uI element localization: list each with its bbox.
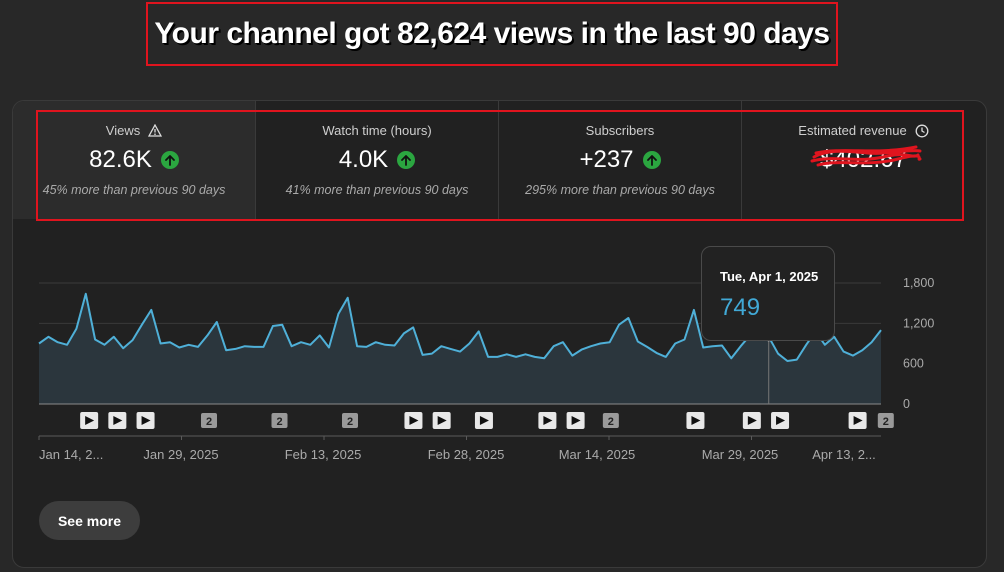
play-icon — [747, 416, 757, 425]
play-icon — [85, 416, 95, 425]
metrics-row: Views 82.6K 45% more than previous 90 da… — [13, 101, 986, 219]
redaction-scribble — [810, 145, 922, 167]
metric-label: Watch time (hours) — [322, 123, 432, 138]
x-tick-label: Feb 13, 2025 — [285, 447, 362, 462]
arrow-up-icon — [642, 151, 661, 169]
metric-label: Estimated revenue — [798, 123, 907, 138]
play-icon — [141, 416, 151, 425]
metric-label: Subscribers — [585, 123, 655, 138]
y-tick-label: 0 — [903, 397, 910, 411]
metric-views[interactable]: Views 82.6K 45% more than previous 90 da… — [13, 101, 256, 219]
metric-value: 82.6K — [89, 146, 152, 173]
chart-tooltip: Tue, Apr 1, 2025 749 — [701, 246, 835, 341]
analytics-card: Views 82.6K 45% more than previous 90 da… — [12, 100, 987, 568]
x-tick-label: Feb 28, 2025 — [428, 447, 505, 462]
group-marker-count: 2 — [883, 416, 889, 428]
arrow-up-icon — [160, 151, 179, 169]
metric-comparison: 41% more than previous 90 days — [285, 183, 469, 197]
clock-icon — [915, 124, 929, 137]
play-icon — [113, 416, 123, 425]
play-icon — [437, 416, 447, 425]
play-icon — [479, 416, 489, 425]
tooltip-value: 749 — [720, 294, 761, 321]
see-more-button[interactable]: See more — [39, 501, 140, 540]
area-fill — [39, 293, 881, 404]
series-line — [38, 292, 882, 362]
group-marker — [271, 413, 288, 428]
x-tick-label: Apr 13, 2... — [812, 447, 876, 462]
y-tick-label: 1,200 — [903, 316, 934, 330]
play-icon — [571, 416, 581, 425]
group-marker — [602, 413, 619, 428]
metric-value: +237 — [579, 146, 634, 173]
metric-comparison: 45% more than previous 90 days — [42, 183, 226, 197]
headline-highlight: Your channel got 82,624 views in the las… — [146, 2, 838, 66]
metric-label: Views — [105, 123, 141, 138]
metric-comparison: 295% more than previous 90 days — [525, 183, 715, 197]
tooltip-date: Tue, Apr 1, 2025 — [720, 269, 819, 284]
warning-icon — [148, 124, 163, 137]
group-marker — [342, 413, 358, 428]
y-tick-label: 1,800 — [903, 276, 934, 290]
play-icon — [691, 416, 701, 425]
arrow-up-icon — [397, 151, 416, 169]
group-marker — [877, 413, 894, 428]
page-title: Your channel got 82,624 views in the las… — [154, 17, 830, 50]
y-tick-label: 600 — [903, 357, 924, 371]
metric-watch-time[interactable]: Watch time (hours) 4.0K 41% more than pr… — [256, 101, 499, 219]
group-marker — [201, 413, 217, 428]
metric-value: 4.0K — [338, 146, 389, 173]
group-marker-count: 2 — [608, 416, 614, 428]
x-tick-label: Mar 29, 2025 — [702, 447, 779, 462]
play-icon — [543, 416, 553, 425]
metric-subscribers[interactable]: Subscribers +237 295% more than previous… — [499, 101, 742, 219]
x-tick-label: Jan 14, 2... — [39, 447, 103, 462]
play-icon — [776, 416, 786, 425]
x-tick-label: Mar 14, 2025 — [559, 447, 636, 462]
group-marker-count: 2 — [276, 416, 282, 428]
x-tick-label: Jan 29, 2025 — [143, 447, 218, 462]
play-icon — [853, 416, 863, 425]
group-marker-count: 2 — [347, 416, 353, 428]
group-marker-count: 2 — [206, 416, 212, 428]
play-icon — [409, 416, 419, 425]
